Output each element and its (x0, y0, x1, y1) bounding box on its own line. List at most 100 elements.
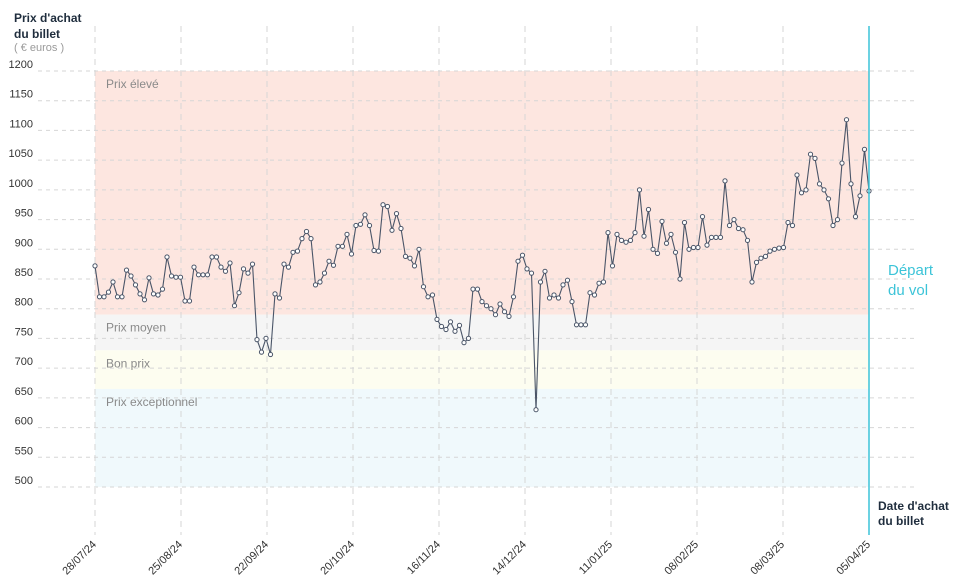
data-point (636, 187, 643, 193)
data-point (155, 292, 161, 298)
data-point (92, 263, 98, 269)
data-point (812, 155, 818, 161)
departure-label-line2: du vol (888, 282, 928, 299)
data-point (677, 276, 683, 282)
data-point (371, 247, 377, 254)
data-point (425, 294, 431, 300)
data-point (659, 218, 665, 224)
data-point (177, 274, 184, 280)
data-point (312, 282, 319, 288)
data-point (668, 231, 674, 237)
data-point (537, 279, 544, 285)
data-point (654, 250, 661, 256)
band-label-2: Bon prix (106, 356, 150, 370)
data-point (596, 280, 602, 286)
data-point (501, 309, 508, 315)
band-3 (95, 388, 869, 487)
data-point (663, 240, 670, 246)
data-point (632, 230, 638, 236)
data-point (857, 193, 863, 199)
data-point (848, 181, 854, 187)
x-tick-6: 11/01/25 (577, 539, 615, 577)
data-point (240, 266, 247, 272)
y-tick-11: 1050 (9, 148, 33, 160)
data-point (767, 248, 773, 254)
data-point (299, 236, 305, 242)
data-point (740, 227, 746, 233)
data-point (713, 234, 719, 240)
y-tick-0: 500 (15, 475, 33, 487)
data-point (168, 273, 175, 279)
data-point (452, 328, 458, 334)
data-point (254, 337, 260, 343)
data-point (317, 279, 323, 285)
data-point (609, 263, 616, 269)
data-point (515, 258, 521, 264)
data-point (546, 295, 553, 301)
band-label-3: Prix exceptionnel (106, 395, 197, 409)
band-0 (95, 71, 869, 315)
y-tick-14: 1200 (9, 59, 33, 71)
data-point (407, 255, 413, 261)
data-point (348, 251, 355, 257)
data-point (150, 291, 157, 297)
data-point (794, 172, 800, 178)
data-point (209, 254, 215, 260)
data-point (645, 206, 652, 213)
y-axis-title-line1: Prix d'achat (14, 11, 82, 25)
y-tick-9: 950 (15, 208, 33, 220)
y-axis-title-line2: du billet (14, 27, 60, 41)
data-point (110, 279, 116, 285)
data-point (627, 237, 634, 243)
data-point (326, 258, 332, 264)
data-point (380, 202, 386, 208)
data-point (137, 291, 143, 297)
data-point (753, 259, 760, 265)
data-point (861, 146, 868, 152)
x-tick-1: 25/08/24 (146, 539, 185, 578)
data-point (357, 221, 364, 227)
data-point (218, 264, 224, 270)
y-tick-7: 850 (15, 267, 33, 279)
band-label-0: Prix élevé (106, 77, 159, 91)
data-point (690, 244, 697, 251)
data-point (474, 286, 481, 292)
data-point (384, 203, 391, 210)
y-tick-6: 800 (15, 297, 33, 309)
data-point (798, 190, 805, 196)
grid-lines (38, 26, 918, 535)
data-point (731, 217, 737, 223)
data-point (681, 219, 688, 226)
x-axis-ticks: 28/07/24 25/08/24 22/09/24 20/10/24 16/11/24… (60, 539, 873, 578)
data-point (587, 290, 593, 296)
data-point (267, 351, 274, 358)
data-point (555, 295, 562, 301)
data-point (591, 292, 598, 298)
data-point (519, 252, 526, 258)
data-point (398, 225, 404, 232)
price-bands (95, 71, 869, 487)
band-2 (95, 350, 869, 389)
data-point (470, 286, 476, 292)
data-point (614, 231, 620, 237)
data-point (726, 222, 733, 229)
data-point (339, 243, 346, 249)
data-point (704, 242, 710, 248)
data-point (272, 291, 278, 297)
x-tick-7: 08/02/25 (662, 539, 701, 578)
data-point (641, 233, 647, 239)
data-point (200, 272, 206, 278)
band-1 (95, 314, 869, 351)
data-point (416, 246, 422, 252)
y-tick-1: 550 (15, 445, 33, 457)
data-point (164, 254, 170, 260)
data-point (695, 244, 701, 251)
data-point (542, 268, 548, 274)
y-axis-ticks: 500 550 600 650 700 750 800 850 900 950 1000 1050 11… (9, 59, 33, 487)
x-tick-8: 08/03/25 (748, 539, 787, 578)
data-point (735, 225, 742, 232)
data-point (686, 246, 692, 252)
data-point (303, 228, 310, 235)
data-point (803, 187, 809, 193)
data-point (722, 178, 728, 184)
